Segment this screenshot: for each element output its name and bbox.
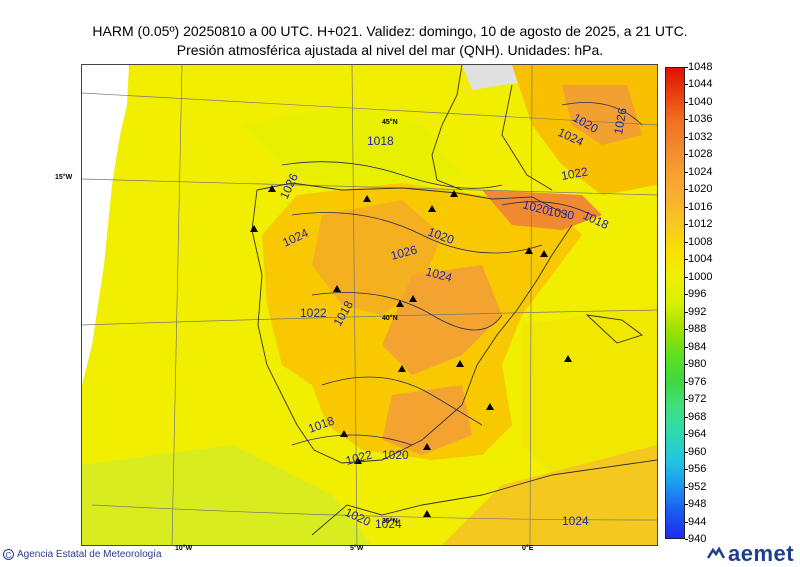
colorbar-tick-mark bbox=[685, 206, 688, 208]
colorbar-tick-mark bbox=[685, 521, 688, 523]
title-line-1: HARM (0.05º) 20250810 a 00 UTC. H+021. V… bbox=[92, 23, 688, 39]
colorbar-tick-mark bbox=[685, 136, 688, 138]
colorbar-tick-label: 1036 bbox=[688, 113, 713, 126]
low-pressure-area-sw bbox=[82, 445, 372, 545]
colorbar-tick-mark bbox=[685, 469, 688, 471]
colorbar-tick-mark bbox=[685, 416, 688, 418]
high-core-pyrenees bbox=[482, 190, 602, 230]
lat-label-40n: 40°N bbox=[382, 315, 398, 322]
colorbar-tick-label: 1048 bbox=[688, 61, 713, 73]
aemet-logo-icon bbox=[706, 546, 726, 559]
colorbar-tick-mark bbox=[685, 381, 688, 383]
colorbar-tick-label: 1008 bbox=[688, 235, 713, 248]
colorbar-tick-label: 1020 bbox=[688, 183, 713, 196]
colorbar-tick-label: 1024 bbox=[688, 165, 713, 178]
lat-label-45n: 45°N bbox=[382, 119, 398, 126]
lon-label-15w: 15°W bbox=[55, 174, 73, 181]
colorbar-tick-label: 1032 bbox=[688, 130, 713, 143]
colorbar-tick-label: 1028 bbox=[688, 148, 713, 161]
colorbar-tick-label: 968 bbox=[688, 410, 707, 423]
colorbar-tick-label: 1004 bbox=[688, 253, 713, 266]
high-core-central bbox=[382, 265, 502, 375]
colorbar-tick-label: 980 bbox=[688, 358, 707, 371]
agency-name: Agencia Estatal de Meteorología bbox=[17, 549, 162, 560]
colorbar-tick-label: 944 bbox=[688, 515, 707, 528]
colorbar-tick-mark bbox=[685, 241, 688, 243]
pressure-colorbar bbox=[665, 67, 685, 539]
colorbar-tick-mark bbox=[685, 84, 688, 86]
colorbar-tick-mark bbox=[685, 364, 688, 366]
colorbar-tick-mark bbox=[685, 189, 688, 191]
colorbar-tick-mark bbox=[685, 311, 688, 313]
lon-label-10w: 10°W bbox=[175, 545, 193, 552]
isobar-lines bbox=[281, 102, 643, 446]
colorbar-tick-label: 988 bbox=[688, 323, 707, 336]
colorbar-tick-mark bbox=[685, 259, 688, 261]
pressure-map[interactable]: 1018 1026 1024 1026 1022 1020 1024 1020 … bbox=[81, 64, 658, 546]
colorbar-tick-label: 976 bbox=[688, 375, 707, 388]
copyright-icon: C bbox=[3, 549, 14, 560]
isobar-label: 1024 bbox=[562, 514, 589, 528]
colorbar-tick-mark bbox=[685, 171, 688, 173]
colorbar-tick-label: 964 bbox=[688, 428, 707, 441]
colorbar-tick-label: 972 bbox=[688, 393, 707, 406]
colorbar-tick-label: 984 bbox=[688, 340, 707, 353]
colorbar-tick-label: 952 bbox=[688, 480, 707, 493]
colorbar-tick-label: 956 bbox=[688, 463, 707, 476]
mediterranean bbox=[522, 305, 657, 485]
colorbar-tick-mark bbox=[685, 504, 688, 506]
colorbar-tick-label: 996 bbox=[688, 288, 707, 301]
pressure-map-svg: 1018 1026 1024 1026 1022 1020 1024 1020 … bbox=[82, 65, 657, 545]
colorbar-tick-mark bbox=[685, 329, 688, 331]
map-title: HARM (0.05º) 20250810 a 00 UTC. H+021. V… bbox=[0, 22, 780, 60]
colorbar-tick-label: 1040 bbox=[688, 95, 713, 108]
colorbar-tick-label: 948 bbox=[688, 498, 707, 511]
lon-label-5w: 5°W bbox=[350, 545, 364, 552]
colorbar-tick-mark bbox=[685, 224, 688, 226]
colorbar-tick-label: 1012 bbox=[688, 218, 713, 231]
colorbar-tick-mark bbox=[685, 399, 688, 401]
colorbar-tick-mark bbox=[685, 119, 688, 121]
isobar-label: 1026 bbox=[611, 106, 629, 135]
isobar-label: 1022 bbox=[344, 447, 374, 468]
colorbar-tick-label: 1016 bbox=[688, 200, 713, 213]
colorbar-tick-label: 992 bbox=[688, 305, 707, 318]
lat-label-35n: 35°N bbox=[382, 518, 398, 525]
isobar-label: 1026 bbox=[389, 242, 419, 263]
colorbar-tick-mark bbox=[685, 276, 688, 278]
colorbar-tick-mark bbox=[685, 101, 688, 103]
isobar-label: 1018 bbox=[367, 134, 394, 148]
title-line-2: Presión atmosférica ajustada al nivel de… bbox=[176, 42, 604, 58]
colorbar-tick-mark bbox=[685, 539, 688, 540]
coastlines bbox=[251, 65, 657, 536]
aemet-logo-text: aemet bbox=[728, 541, 795, 566]
colorbar-tick-mark bbox=[685, 67, 688, 68]
isobar-label: 1020 bbox=[382, 448, 409, 462]
isobar-label: 1030 bbox=[546, 204, 575, 222]
colorbar-tick-mark bbox=[685, 294, 688, 296]
isobar-label: 1020 bbox=[521, 197, 551, 218]
colorbar-tick-mark bbox=[685, 154, 688, 156]
colorbar-tick-label: 1044 bbox=[688, 78, 713, 91]
france-core bbox=[562, 85, 642, 145]
isobar-label: 1022 bbox=[560, 164, 589, 182]
colorbar-tick-label: 960 bbox=[688, 445, 707, 458]
isobar-label: 1024 bbox=[424, 264, 454, 285]
aemet-logo: aemet bbox=[706, 541, 794, 567]
colorbar-tick-label: 940 bbox=[688, 533, 707, 545]
summit-markers bbox=[250, 185, 572, 517]
biscay-area bbox=[242, 105, 462, 195]
colorbar-tick-mark bbox=[685, 486, 688, 488]
outside-domain-area bbox=[82, 65, 129, 385]
footer-credit: C Agencia Estatal de Meteorología bbox=[3, 549, 162, 560]
high-core-south bbox=[382, 385, 472, 455]
isobar-label: 1022 bbox=[300, 306, 327, 320]
colorbar-tick-mark bbox=[685, 346, 688, 348]
lon-label-0e: 0°E bbox=[522, 545, 534, 552]
colorbar-tick-label: 1000 bbox=[688, 270, 713, 283]
isobar-label: 1024 bbox=[375, 517, 402, 531]
colorbar-tick-mark bbox=[685, 451, 688, 453]
colorbar-tick-mark bbox=[685, 434, 688, 436]
